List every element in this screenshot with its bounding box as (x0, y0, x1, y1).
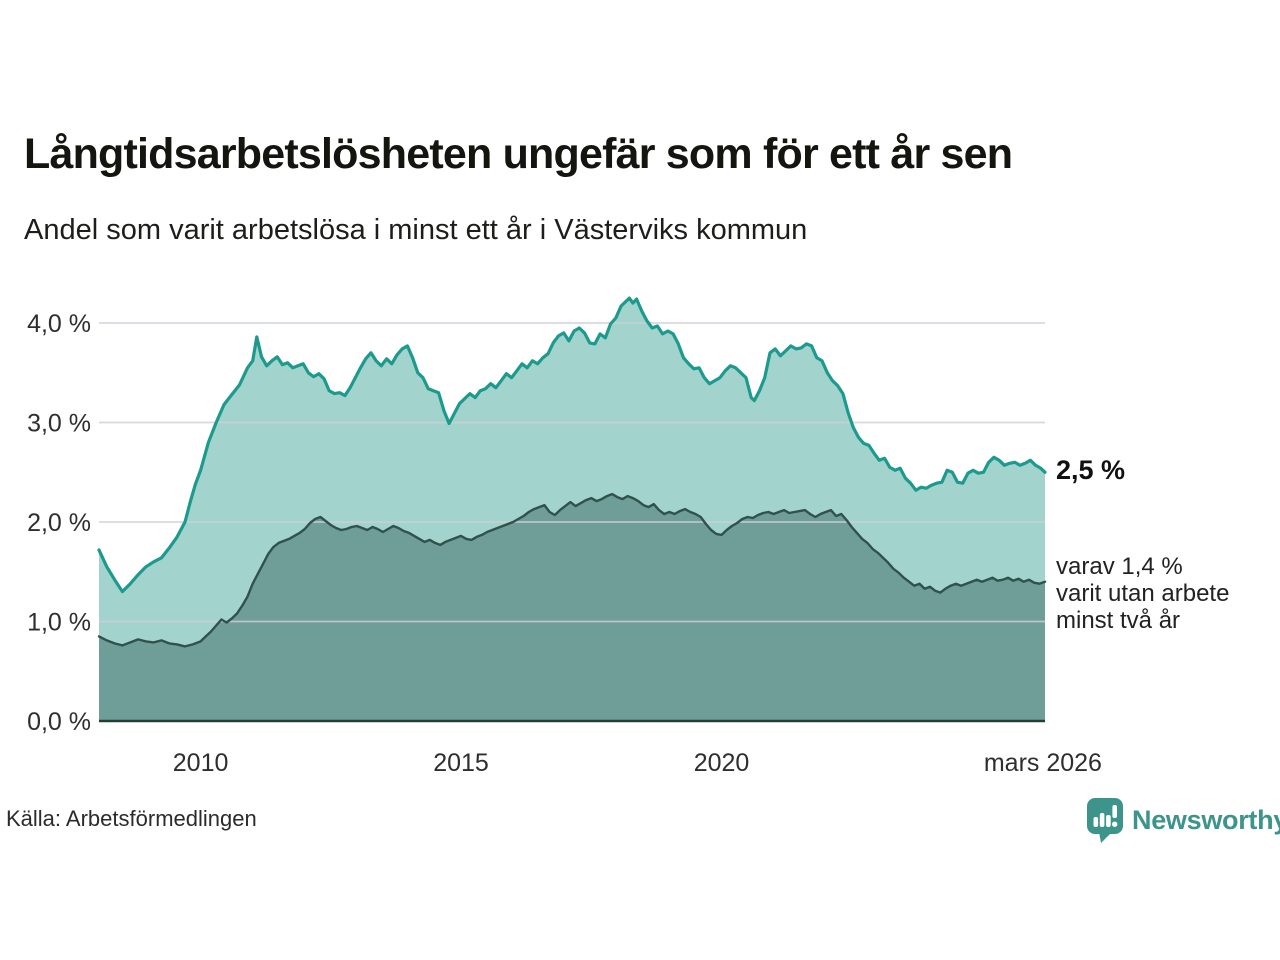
series-end-value-label: 2,5 % (1056, 455, 1126, 485)
chart-subtitle: Andel som varit arbetslösa i minst ett å… (24, 214, 808, 246)
annotation-line-1: varav 1,4 % (1056, 553, 1183, 580)
y-axis-label: 2,0 % (27, 509, 91, 537)
y-axis-label: 0,0 % (27, 708, 91, 736)
annotation-line-2: varit utan arbete (1056, 580, 1230, 607)
x-axis-label: 2020 (694, 749, 750, 777)
x-axis-label: mars 2026 (984, 749, 1102, 777)
source-attribution: Källa: Arbetsförmedlingen (6, 806, 257, 831)
x-axis-label: 2010 (173, 749, 229, 777)
annotation-line-3: minst två år (1056, 607, 1181, 634)
page-title: Långtidsarbetslösheten ungefär som för e… (24, 130, 1013, 178)
newsworthy-logo: Newsworthy (1086, 797, 1280, 844)
y-axis-label: 3,0 % (27, 410, 91, 438)
y-axis-label: 4,0 % (27, 310, 91, 338)
series-annotation: varav 1,4 % varit utan arbete minst två … (1056, 553, 1229, 634)
series-line-one-year (97, 296, 1047, 594)
series-line-two-years (97, 492, 1047, 648)
newsworthy-wordmark: Newsworthy (1132, 805, 1280, 835)
x-axis-label: 2015 (433, 749, 489, 777)
series-area-two-years (99, 494, 1045, 721)
y-axis-label: 1,0 % (27, 609, 91, 637)
newsworthy-bubble-chart-icon (1087, 798, 1123, 843)
